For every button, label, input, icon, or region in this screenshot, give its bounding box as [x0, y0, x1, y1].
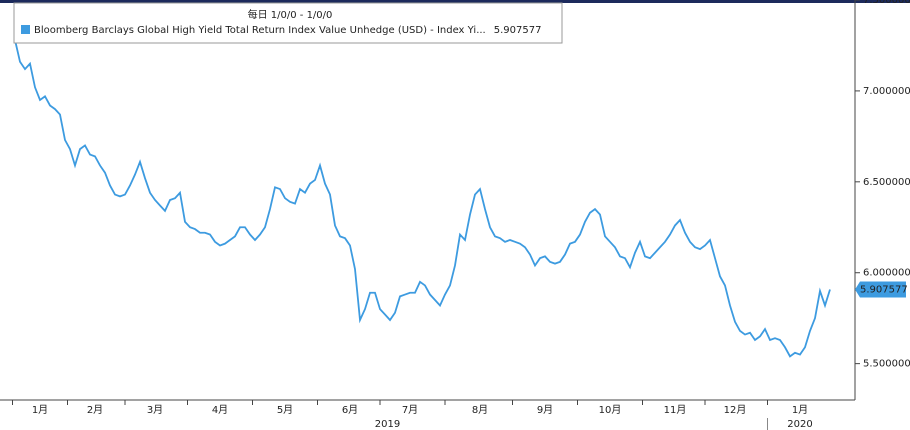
y-tick-label: 6.500000 — [863, 177, 910, 188]
top-bar — [0, 0, 910, 3]
y-tick-label: 5.500000 — [863, 359, 910, 370]
legend-box — [13, 2, 563, 44]
y-tick-label: 7.000000 — [863, 86, 910, 97]
last-value-badge — [855, 281, 906, 298]
x-tick-label: 12月 — [724, 404, 747, 416]
y-tick-label: 7.500000 — [863, 0, 910, 6]
x-tick-label: 2月 — [87, 404, 103, 416]
x-tick-label: 1月 — [792, 404, 808, 416]
legend-value: 5.907577 — [494, 25, 542, 36]
x-tick-label: 11月 — [664, 404, 687, 416]
x-tick-label: 8月 — [472, 404, 488, 416]
legend: 每日 1/0/0 - 1/0/0 Bloomberg Barclays Glob… — [13, 2, 563, 44]
y-tick-label: 6.000000 — [863, 268, 910, 279]
last-value-label: 5.907577 — [860, 285, 908, 296]
x-tick-label: 7月 — [402, 404, 418, 416]
x-tick-label: 6月 — [342, 404, 358, 416]
legend-label: Bloomberg Barclays Global High Yield Tot… — [34, 25, 486, 36]
x-tick-label: 10月 — [599, 404, 622, 416]
x-tick-label: 9月 — [537, 404, 553, 416]
year-label: 2019 — [375, 419, 400, 430]
chart-title: 每日 1/0/0 - 1/0/0 — [248, 8, 333, 21]
legend-swatch — [21, 25, 30, 34]
line-series — [14, 39, 831, 358]
x-tick-label: 5月 — [277, 404, 293, 416]
year-label: 2020 — [787, 419, 812, 430]
x-tick-label: 4月 — [212, 404, 228, 416]
plot-area — [14, 39, 831, 358]
x-tick-label: 1月 — [32, 404, 48, 416]
x-tick-label: 3月 — [147, 404, 163, 416]
